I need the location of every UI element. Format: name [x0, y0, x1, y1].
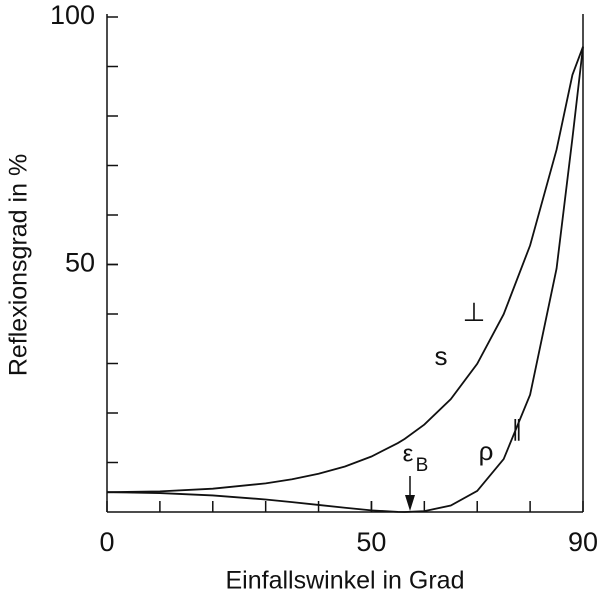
annotation: ⊥: [463, 297, 486, 327]
y-tick-label: 100: [50, 0, 95, 30]
x-tick-label: 0: [99, 527, 114, 557]
annotation: ε: [403, 440, 414, 467]
annotation: ∥: [512, 416, 523, 441]
annotation: ρ: [479, 436, 494, 466]
x-tick-label: 90: [568, 527, 598, 557]
x-tick-label: 50: [356, 527, 386, 557]
y-axis-title: Reflexionsgrad in %: [5, 154, 33, 376]
annotation: s: [435, 341, 448, 371]
curve: [106, 46, 584, 494]
y-tick-label: 50: [65, 248, 95, 278]
brewster-arrowhead: [405, 495, 415, 511]
annotation: B: [416, 455, 429, 476]
x-axis-title: Einfallswinkel in Grad: [226, 567, 465, 595]
curve: [106, 46, 584, 513]
